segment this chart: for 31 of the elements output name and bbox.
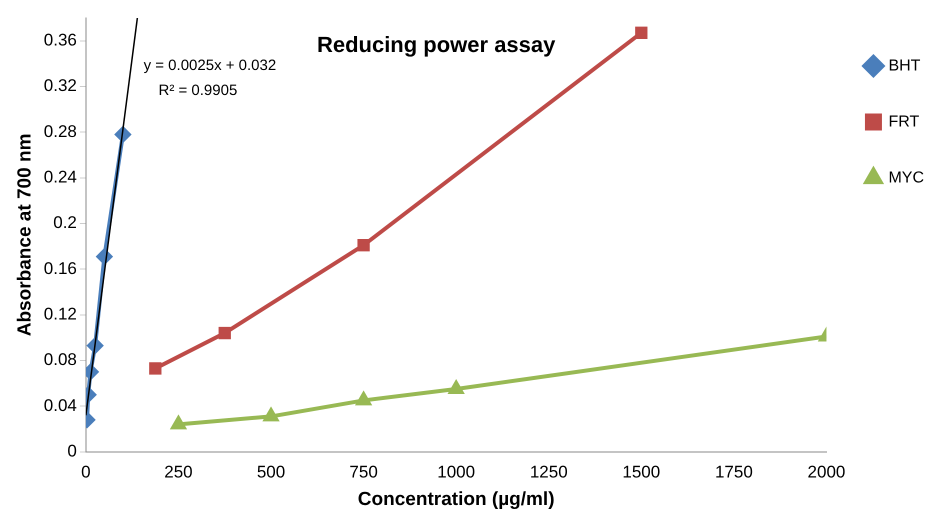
y-tick-label: 0.2	[53, 213, 77, 232]
y-tick-label: 0.08	[44, 350, 77, 370]
legend-label: BHT	[888, 57, 921, 74]
y-tick-label: 0.32	[44, 76, 77, 96]
y-axis-title: Absorbance at 700 nm	[14, 134, 36, 336]
x-tick-label: 0	[81, 462, 91, 482]
legend-label: FRT	[888, 113, 920, 130]
x-tick-label: 1500	[622, 462, 660, 482]
y-tick-label: 0.16	[44, 258, 77, 278]
x-tick-label: 250	[164, 462, 193, 482]
x-tick-label: 1750	[714, 462, 753, 482]
x-tick-label: 750	[349, 462, 378, 482]
x-tick-label: 1250	[530, 462, 568, 482]
point	[635, 26, 648, 39]
y-tick-label: 0.36	[44, 30, 77, 50]
x-tick-label: 1000	[437, 462, 476, 482]
legend-label: MYC	[888, 169, 924, 186]
y-tick-label: 0.04	[44, 396, 77, 415]
point	[149, 362, 162, 375]
y-tick-label: 0.24	[44, 168, 77, 187]
annotation: y = 0.0025x + 0.032	[144, 57, 276, 74]
y-tick-label: 0.28	[44, 122, 77, 141]
x-axis-title: Concentration (µg/ml)	[358, 488, 555, 510]
point	[357, 239, 370, 252]
x-tick-label: 500	[256, 462, 286, 482]
point	[218, 326, 231, 340]
x-tick-label: 2000	[808, 462, 846, 482]
text: Reducing power assay	[316, 32, 556, 58]
annotation: R² = 0.9905	[158, 82, 238, 100]
y-tick-label: 0.12	[44, 304, 77, 324]
y-tick-label: 0	[67, 441, 77, 460]
